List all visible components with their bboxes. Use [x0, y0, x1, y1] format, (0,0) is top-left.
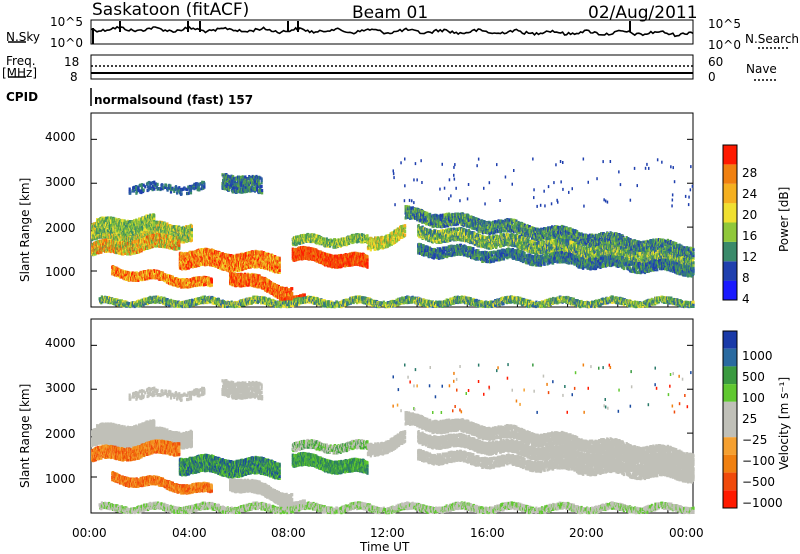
freq-panel-frame: [91, 55, 693, 79]
nsky-panel-frame: [91, 20, 693, 44]
radar-chart: [0, 0, 800, 554]
power-panel-frame: [91, 113, 693, 307]
nsky-series-line: [91, 27, 693, 37]
power-cell: [191, 225, 193, 228]
power-cell: [191, 234, 193, 237]
